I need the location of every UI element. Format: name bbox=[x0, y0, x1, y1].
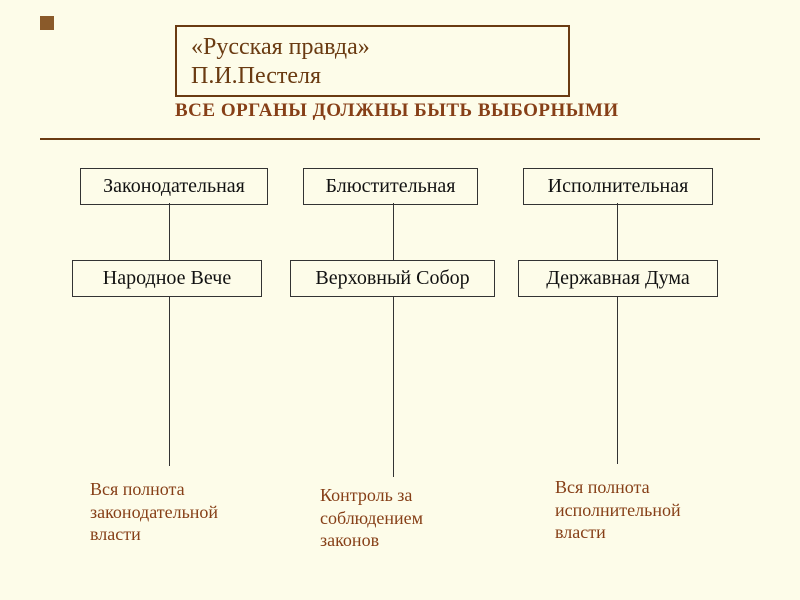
desc-line: власти bbox=[90, 523, 218, 546]
connector-line bbox=[617, 203, 618, 260]
connector-line bbox=[393, 296, 394, 477]
desc-line: власти bbox=[555, 521, 681, 544]
branch-box-executive: Исполнительная bbox=[523, 168, 713, 205]
body-box-veche: Народное Вече bbox=[72, 260, 262, 297]
title-box: «Русская правда» П.И.Пестеля bbox=[175, 25, 570, 97]
connector-line bbox=[169, 296, 170, 466]
connector-line bbox=[617, 296, 618, 464]
desc-line: Вся полнота bbox=[555, 476, 681, 499]
body-box-duma: Державная Дума bbox=[518, 260, 718, 297]
connector-line bbox=[169, 203, 170, 260]
desc-executive: Вся полнота исполнительной власти bbox=[555, 476, 681, 544]
corner-ornament bbox=[40, 16, 54, 30]
desc-oversight: Контроль за соблюдением законов bbox=[320, 484, 423, 552]
desc-line: исполнительной bbox=[555, 499, 681, 522]
desc-legislative: Вся полнота законодательной власти bbox=[90, 478, 218, 546]
desc-line: законов bbox=[320, 529, 423, 552]
desc-line: соблюдением bbox=[320, 507, 423, 530]
horizontal-rule bbox=[40, 138, 760, 140]
subtitle: ВСЕ ОРГАНЫ ДОЛЖНЫ БЫТЬ ВЫБОРНЫМИ bbox=[175, 100, 619, 122]
title-line-2: П.И.Пестеля bbox=[191, 62, 554, 91]
branch-box-oversight: Блюстительная bbox=[303, 168, 478, 205]
branch-box-legislative: Законодательная bbox=[80, 168, 268, 205]
title-line-1: «Русская правда» bbox=[191, 33, 554, 62]
connector-line bbox=[393, 203, 394, 260]
desc-line: законодательной bbox=[90, 501, 218, 524]
desc-line: Вся полнота bbox=[90, 478, 218, 501]
desc-line: Контроль за bbox=[320, 484, 423, 507]
body-box-sobor: Верховный Собор bbox=[290, 260, 495, 297]
